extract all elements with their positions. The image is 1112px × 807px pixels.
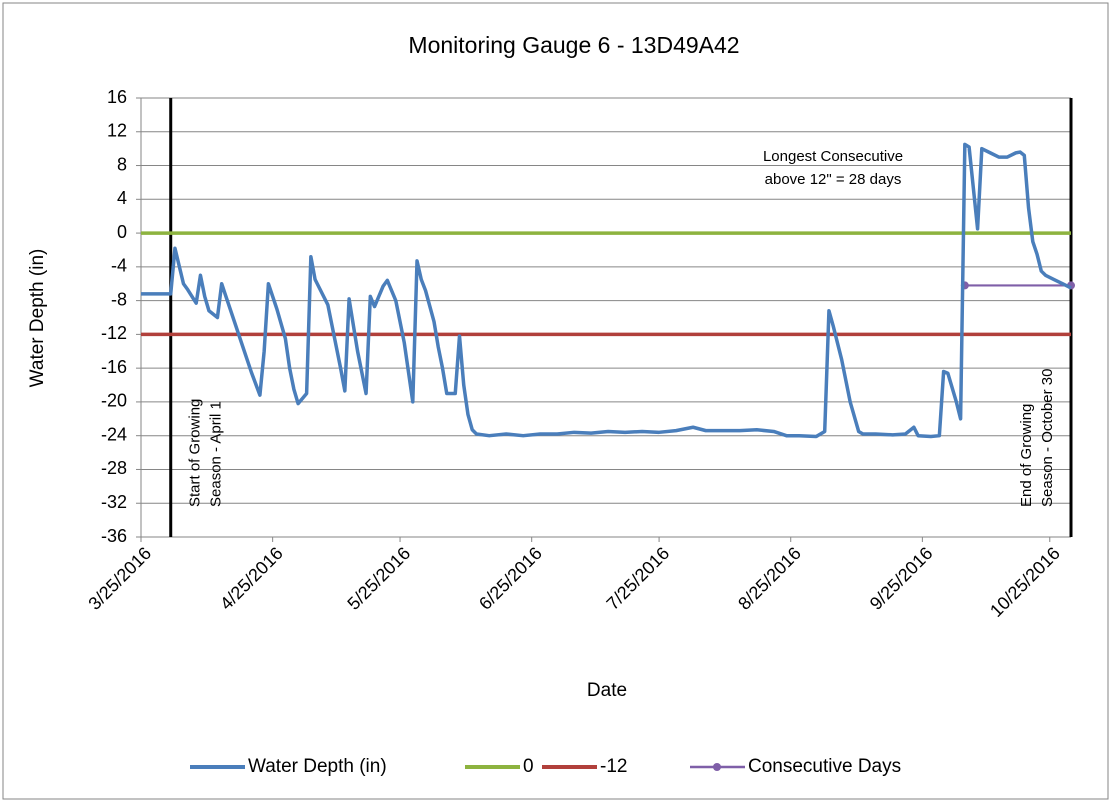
annotation: Longest Consecutive <box>763 148 903 165</box>
y-tick-label: -20 <box>101 391 127 411</box>
y-tick-label: -12 <box>101 323 127 343</box>
annotation: Season - October 30 <box>1039 369 1056 507</box>
y-tick-label: 12 <box>107 121 127 141</box>
annotation: Start of Growing <box>187 399 204 507</box>
y-tick-label: -28 <box>101 458 127 478</box>
legend-label: Consecutive Days <box>748 756 901 777</box>
annotation: above 12" = 28 days <box>765 171 902 188</box>
y-tick-label: -24 <box>101 424 127 444</box>
y-tick-label: -4 <box>111 256 127 276</box>
y-tick-label: -36 <box>101 526 127 546</box>
legend-label: -12 <box>600 756 627 777</box>
chart-title: Monitoring Gauge 6 - 13D49A42 <box>408 32 739 58</box>
legend-label: Water Depth (in) <box>248 756 387 777</box>
y-tick-label: 4 <box>117 188 127 208</box>
y-tick-label: 8 <box>117 154 127 174</box>
y-tick-label: 0 <box>117 222 127 242</box>
legend-label: 0 <box>523 756 534 777</box>
y-axis-title: Water Depth (in) <box>27 249 48 388</box>
annotation: Season - April 1 <box>208 401 225 507</box>
legend-marker <box>713 763 721 771</box>
y-tick-label: -16 <box>101 357 127 377</box>
y-tick-label: 16 <box>107 87 127 107</box>
series-line <box>141 142 1072 439</box>
y-tick-label: -32 <box>101 492 127 512</box>
y-tick-label: -8 <box>111 289 127 309</box>
x-axis-title: Date <box>587 680 627 701</box>
annotation: End of Growing <box>1018 404 1035 507</box>
